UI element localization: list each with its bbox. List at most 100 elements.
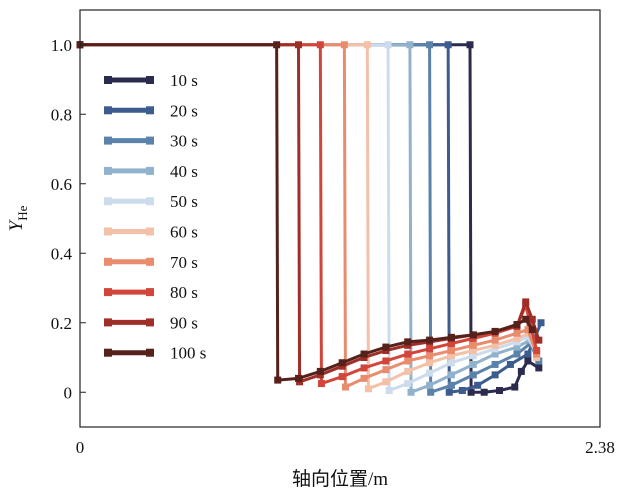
series-point (528, 315, 536, 323)
legend-label: 80 s (170, 283, 198, 302)
series-point (426, 381, 434, 389)
series-point (480, 388, 488, 396)
series-point (404, 367, 412, 375)
series-line (80, 43, 541, 384)
series-point (469, 341, 477, 349)
y-tick-label: 1.0 (51, 36, 72, 55)
x-tick-label: 0 (76, 438, 85, 457)
series-point (360, 374, 368, 382)
y-axis-label-subscript: He (15, 205, 30, 220)
y-tick-label: 0 (64, 383, 73, 402)
series-point (513, 329, 521, 337)
series-point (447, 347, 455, 355)
legend-swatch-marker (146, 257, 154, 266)
series-100s (76, 41, 536, 384)
legend: 10 s 20 s 30 s 40 s 50 s 60 s 70 s 80 s 90 s 100 … (104, 71, 206, 363)
legend-swatch-marker (104, 257, 112, 266)
legend-swatch-marker (146, 288, 154, 297)
series-point (427, 388, 435, 396)
y-tick-label: 0.8 (51, 105, 72, 124)
series-point (338, 373, 346, 381)
series-point (384, 41, 392, 49)
y-axis-label: YHe (6, 205, 30, 231)
series-point (404, 380, 412, 388)
series-point (469, 371, 477, 379)
series-point (491, 336, 499, 344)
series-line (80, 43, 534, 382)
y-axis-label-main: Y (6, 218, 27, 231)
series-point (426, 369, 434, 377)
y-tick-label: 0.2 (51, 314, 72, 333)
series-point (273, 41, 281, 49)
legend-swatch-marker (104, 318, 112, 327)
series-point (404, 338, 412, 346)
legend-swatch-marker (104, 136, 112, 145)
series-point (447, 340, 455, 348)
series-point (444, 41, 452, 49)
y-tick-label: 0.4 (51, 244, 73, 263)
series-point (491, 350, 499, 358)
series-point (404, 357, 412, 365)
legend-label: 40 s (170, 162, 198, 181)
legend-swatch-marker (104, 288, 112, 297)
series-point (382, 357, 390, 365)
series-point (513, 320, 521, 328)
series-point (467, 388, 475, 396)
series-point (406, 41, 414, 49)
series-point (524, 326, 532, 334)
legend-label: 10 s (170, 71, 198, 90)
series-point (341, 383, 349, 391)
series-point (447, 352, 455, 360)
series-point (513, 334, 521, 342)
series-point (506, 360, 514, 368)
series-point (513, 343, 521, 351)
plot-area (76, 41, 545, 396)
series-point (537, 319, 545, 327)
series-point (364, 385, 372, 393)
series-point (360, 350, 368, 358)
x-axis-label: 轴向位置/m (292, 468, 388, 490)
series-point (524, 350, 532, 358)
legend-label: 50 s (170, 192, 198, 211)
legend-swatch-marker (104, 106, 112, 115)
series-point (407, 388, 415, 396)
legend-swatch-marker (146, 106, 154, 115)
legend-swatch-marker (146, 318, 154, 327)
series-point (447, 381, 455, 389)
legend-swatch-marker (146, 136, 154, 145)
series-point (466, 41, 474, 49)
series-point (426, 336, 434, 344)
series-point (317, 380, 325, 388)
legend-swatch-marker (146, 227, 154, 236)
series-point (511, 383, 519, 391)
series-point (524, 357, 532, 365)
series-point (382, 366, 390, 374)
series-line (80, 43, 539, 386)
series-point (316, 367, 324, 375)
series-line (80, 43, 538, 394)
series-point (360, 364, 368, 372)
series-point (491, 341, 499, 349)
legend-swatch-marker (146, 197, 154, 206)
series-point (426, 359, 434, 367)
series-point (491, 360, 499, 368)
legend-label: 60 s (170, 223, 198, 242)
legend-swatch-marker (146, 348, 154, 357)
series-point (513, 350, 521, 358)
series-point (535, 336, 543, 344)
legend-label: 20 s (170, 101, 198, 120)
series-point (458, 387, 466, 395)
series-point (469, 360, 477, 368)
series-point (469, 347, 477, 355)
series-point (469, 352, 477, 360)
series-point (533, 347, 541, 355)
series-point (274, 376, 282, 384)
series-point (474, 381, 482, 389)
series-point (491, 371, 499, 379)
legend-swatch-marker (146, 76, 154, 84)
series-point (495, 387, 503, 395)
series-point (447, 359, 455, 367)
series-point (294, 41, 302, 49)
legend-swatch-marker (104, 76, 112, 84)
